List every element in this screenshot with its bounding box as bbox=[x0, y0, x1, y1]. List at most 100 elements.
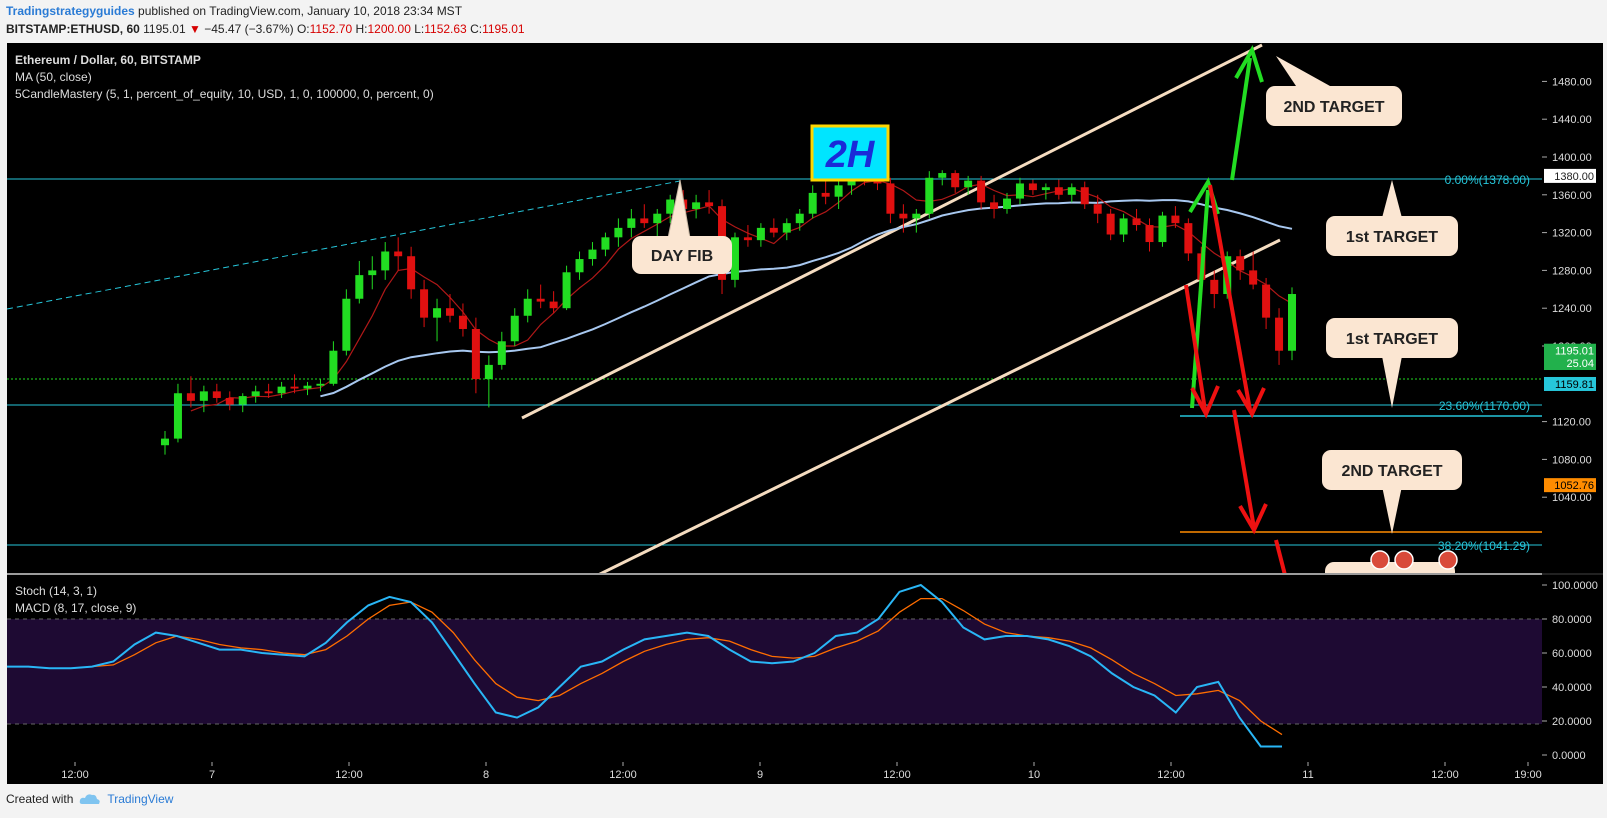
candle-body bbox=[588, 249, 597, 260]
price-tick-label: 1480.00 bbox=[1552, 76, 1592, 88]
candle-body bbox=[1184, 223, 1193, 254]
price-tag bbox=[1544, 168, 1596, 183]
main-pane[interactable] bbox=[7, 43, 1542, 573]
price-axis[interactable] bbox=[1542, 43, 1603, 762]
candle-body bbox=[886, 183, 895, 214]
first-target-mid-callout[interactable] bbox=[1326, 318, 1458, 358]
candle-body bbox=[1249, 270, 1258, 285]
candle-body bbox=[303, 385, 312, 389]
candle-body bbox=[1119, 218, 1128, 235]
timeframe-badge[interactable] bbox=[810, 124, 890, 182]
price-tick-label: 1240.00 bbox=[1552, 303, 1592, 315]
candle-body bbox=[225, 397, 234, 405]
candle-body bbox=[523, 298, 532, 316]
candle-body bbox=[925, 177, 934, 214]
green-arrow-up-1 bbox=[1190, 189, 1210, 409]
candle-body bbox=[808, 192, 817, 214]
candle-body bbox=[368, 270, 377, 276]
osc-tick-label: 0.0000 bbox=[1552, 750, 1586, 762]
price-tag-label: 25.04 bbox=[1566, 358, 1594, 370]
candle-body bbox=[212, 391, 221, 398]
osc-tick-label: 100.0000 bbox=[1552, 580, 1598, 592]
tradingview-link[interactable]: TradingView bbox=[107, 792, 174, 806]
legend-macd[interactable]: MACD (8, 17, close, 9) bbox=[15, 601, 136, 615]
osc-tick-label: 20.0000 bbox=[1552, 716, 1592, 728]
first-target-top-callout[interactable] bbox=[1326, 216, 1458, 256]
candle-body bbox=[549, 301, 558, 309]
price-tag-label: 1159.81 bbox=[1555, 379, 1594, 391]
price-tag-label: 1052.76 bbox=[1554, 480, 1594, 492]
legend-stoch[interactable]: Stoch (14, 3, 1) bbox=[15, 584, 97, 598]
candle-body bbox=[782, 223, 791, 233]
price-tick-label: 1280.00 bbox=[1552, 265, 1592, 277]
day-fib-trendline bbox=[7, 180, 681, 310]
red-arrow-head-1 bbox=[1190, 385, 1220, 419]
candle-body bbox=[1132, 218, 1141, 226]
event-flag-icon[interactable] bbox=[1394, 550, 1414, 570]
first-target-mid-text: 1st TARGET bbox=[1346, 331, 1438, 348]
event-flag-icon[interactable] bbox=[1438, 550, 1458, 570]
second-target-low-callout[interactable] bbox=[1322, 450, 1462, 490]
second-target-top-pointer bbox=[1276, 56, 1330, 92]
stoch-d-line bbox=[7, 597, 1283, 736]
event-flag-icon[interactable] bbox=[1370, 550, 1390, 570]
candle-body bbox=[1093, 204, 1102, 214]
time-axis[interactable] bbox=[7, 762, 1603, 784]
candle-body bbox=[614, 227, 623, 238]
price-tag bbox=[1544, 478, 1596, 493]
candle-body bbox=[1145, 225, 1154, 243]
candle-body bbox=[964, 180, 973, 188]
candle-body bbox=[445, 308, 454, 316]
red-arrow-down-2 bbox=[1208, 184, 1252, 411]
second-target-top-callout[interactable] bbox=[1266, 86, 1402, 126]
red-arrow-down-1 bbox=[1184, 284, 1207, 411]
legend-ma[interactable]: MA (50, close) bbox=[15, 70, 92, 84]
candle-body bbox=[743, 237, 752, 241]
legend-title: Ethereum / Dollar, 60, BITSTAMP bbox=[15, 53, 201, 67]
candle-body bbox=[186, 393, 195, 401]
first-target-top-text: 1st TARGET bbox=[1346, 229, 1438, 246]
third-target-callout[interactable] bbox=[1325, 562, 1455, 592]
legend-strategy[interactable]: 5CandleMastery (5, 1, percent_of_equity,… bbox=[15, 87, 434, 101]
candle-body bbox=[238, 396, 247, 405]
candle-body bbox=[705, 202, 714, 207]
candle-body bbox=[329, 350, 338, 384]
candle-body bbox=[264, 391, 273, 394]
open-value: 1152.70 bbox=[309, 22, 353, 36]
candle-body bbox=[1210, 279, 1219, 295]
osc-tick-label: 60.0000 bbox=[1552, 648, 1592, 660]
first-target-top-pointer bbox=[1382, 180, 1402, 218]
candle-body bbox=[471, 328, 480, 380]
candle-body bbox=[1106, 213, 1115, 235]
price-tick-label: 1080.00 bbox=[1552, 454, 1592, 466]
price-tick-label: 1360.00 bbox=[1552, 190, 1592, 202]
price-change: −45.47 (−3.67%) bbox=[204, 22, 294, 36]
time-tick-label: 10 bbox=[1028, 769, 1040, 781]
candle-body bbox=[497, 341, 506, 365]
candle-body bbox=[640, 218, 649, 224]
close-label: C: bbox=[470, 22, 483, 36]
fib-236-label: 23.60%(1170.00) bbox=[1439, 399, 1530, 413]
publisher-link[interactable]: Tradingstrategyguides bbox=[6, 4, 135, 18]
candle-body bbox=[977, 180, 986, 203]
time-tick-label: 12:00 bbox=[883, 769, 911, 781]
candle-body bbox=[1041, 187, 1050, 191]
candle-body bbox=[342, 298, 351, 351]
created-with-text: Created with bbox=[6, 792, 74, 806]
candle-body bbox=[1003, 198, 1012, 209]
day-fib-callout[interactable] bbox=[632, 236, 732, 274]
candle-body bbox=[1262, 284, 1271, 318]
second-target-low-text: 2ND TARGET bbox=[1341, 463, 1442, 480]
candle-body bbox=[1080, 187, 1089, 205]
low-value: 1152.63 bbox=[424, 22, 467, 36]
symbol-label: BITSTAMP:ETHUSD, 60 bbox=[6, 22, 140, 36]
price-tag-label: 1380.00 bbox=[1554, 171, 1594, 183]
candle-body bbox=[407, 256, 416, 290]
second-target-top-text: 2ND TARGET bbox=[1283, 99, 1384, 116]
tradingview-cloud-icon bbox=[80, 794, 101, 804]
price-tick-label: 1040.00 bbox=[1552, 492, 1592, 504]
candle-body bbox=[251, 391, 260, 397]
candle-body bbox=[627, 218, 636, 228]
second-target-low-pointer bbox=[1382, 486, 1402, 534]
